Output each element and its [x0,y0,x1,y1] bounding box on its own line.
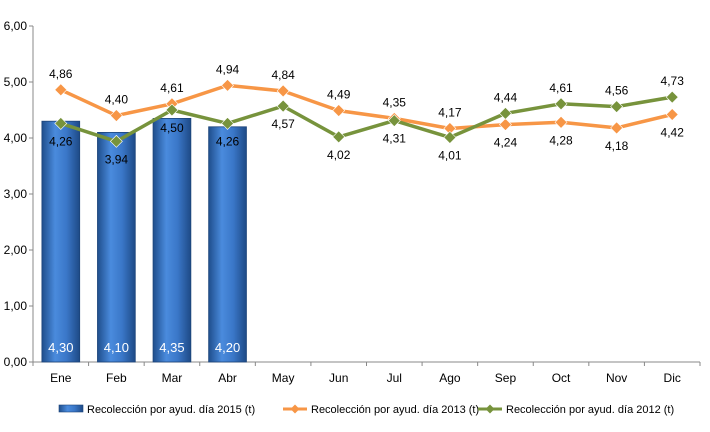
marker-2012 [54,117,68,130]
x-tick-label: Ene [50,371,72,385]
data-labels-layer: 4,30 4,10 4,35 4,20 4,86 4,40 4,61 4,94 4,84 4,49… [48,62,684,355]
legend: Recolección por ayud. día 2015 (t) Recole… [58,404,674,416]
bar-2015 [208,126,247,363]
marker-2013 [665,108,679,121]
bar-value-label: 4,35 [159,340,184,355]
data-label-2013: 4,94 [216,62,240,76]
x-tick-label: Sep [495,371,517,385]
data-label-2013: 4,84 [271,68,295,82]
x-tick-label: Abr [218,371,237,385]
x-tick-label: Nov [606,371,627,385]
data-label-2012: 4,61 [549,81,573,95]
x-tick-label: Ago [439,371,461,385]
legend-swatch-marker [485,404,495,414]
x-tick-label: Dic [664,371,681,385]
marker-2012 [387,114,401,128]
marker-2013 [54,83,68,97]
bar-2015 [97,131,136,363]
data-label-2012: 4,57 [271,117,295,131]
legend-item: Recolección por ayud. día 2015 (t) [58,404,255,416]
data-label-2012: 4,56 [605,84,629,98]
legend-label: Recolección por ayud. día 2015 (t) [87,404,255,416]
data-label-2012: 4,50 [160,121,184,135]
lines-layer [54,78,679,148]
series-line-2012 [60,95,673,144]
x-tick-label: May [272,371,295,385]
marker-2013 [332,104,346,117]
data-label-2013: 4,17 [438,105,462,119]
y-tick-label: 4,00 [4,131,28,145]
series-line-2013 [60,83,673,131]
bar-value-label: 4,30 [48,340,73,355]
legend-swatch-marker [290,404,300,414]
data-label-2013: 4,86 [49,67,73,81]
x-tick-label: Mar [162,371,183,385]
marker-2012 [276,99,290,113]
data-label-2013: 4,35 [383,95,407,109]
data-label-2012: 4,26 [49,134,73,148]
y-tick-label: 3,00 [4,187,28,201]
marker-2013 [221,78,234,92]
x-tick-label: Oct [552,371,571,385]
data-label-2012: 4,44 [494,90,518,104]
marker-2013 [109,109,123,123]
data-label-2013: 4,40 [105,93,129,107]
y-tick-label: 2,00 [4,243,28,257]
marker-2012 [610,100,624,114]
data-label-2012: 4,01 [438,148,462,162]
legend-item: Recolección por ayud. día 2013 (t) [283,404,479,416]
data-label-2013: 4,42 [661,125,685,139]
y-tick-label: 6,00 [4,19,28,33]
data-label-2012: 4,73 [661,74,685,88]
data-label-2013: 4,18 [605,139,629,153]
y-tick-label: 5,00 [4,75,28,89]
x-tick-label: Jun [329,371,348,385]
marker-2012 [165,103,179,117]
data-label-2013: 4,61 [160,81,184,95]
data-label-2012: 3,94 [105,152,129,166]
data-label-2013: 4,24 [494,136,518,150]
x-tick-label: Feb [106,371,127,385]
x-tick-label: Jul [387,371,402,385]
bar-2015 [152,118,192,363]
bars-layer [41,118,247,363]
marker-2012 [221,117,234,130]
marker-2012 [554,97,568,111]
y-tick-label: 1,00 [4,299,28,313]
marker-2012 [332,130,346,144]
marker-2012 [665,90,679,104]
legend-swatch-bar [58,404,84,413]
legend-label: Recolección por ayud. día 2013 (t) [311,404,479,416]
marker-2013 [610,121,624,135]
marker-2013 [554,115,568,129]
bar-2015 [41,120,81,363]
marker-2012 [109,134,123,148]
marker-2012 [499,106,512,120]
bar-value-label: 4,20 [215,340,240,355]
legend-label: Recolección por ayud. día 2012 (t) [506,404,674,416]
data-label-2013: 4,28 [549,133,573,147]
y-tick-label: 0,00 [4,355,28,369]
axes: 0,00 1,00 2,00 3,00 4,00 5,00 6,00 Ene Feb Mar Abr… [4,19,701,385]
marker-2012 [443,131,457,144]
legend-item: Recolección por ayud. día 2012 (t) [478,404,674,416]
marker-2013 [499,118,512,131]
marker-2013 [276,84,290,98]
data-label-2012: 4,31 [383,132,407,146]
bar-value-label: 4,10 [104,340,129,355]
data-label-2012: 4,26 [216,134,240,148]
data-label-2013: 4,49 [327,88,351,102]
data-label-2012: 4,02 [327,148,351,162]
